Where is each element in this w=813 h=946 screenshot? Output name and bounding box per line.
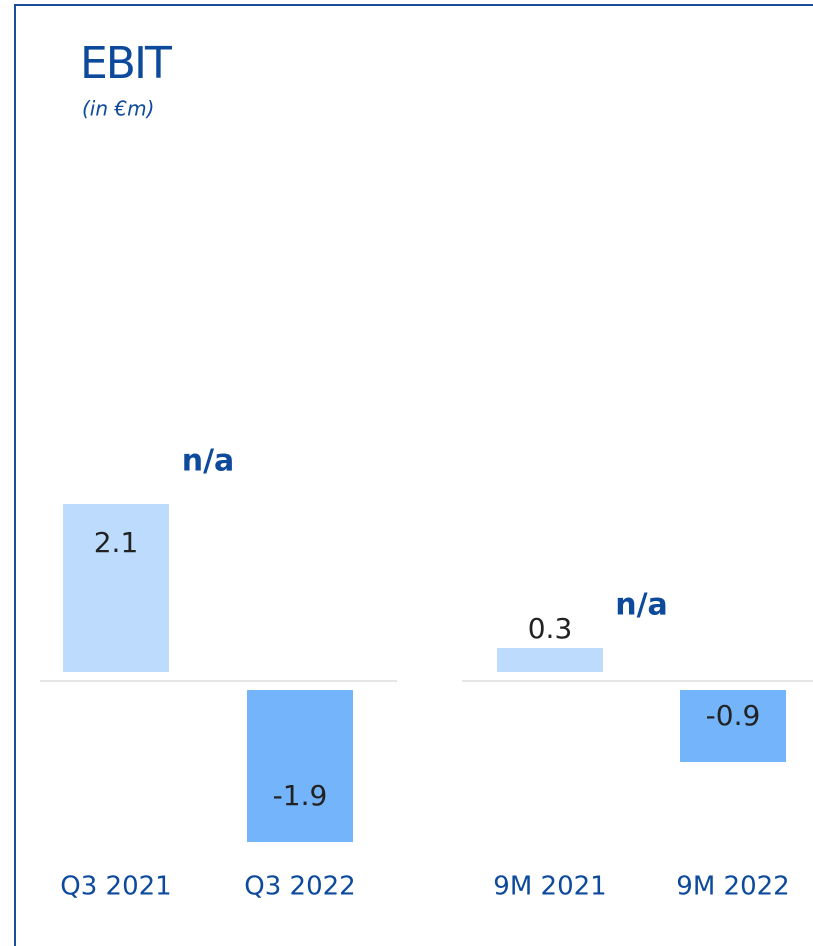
chart-title: EBIT: [80, 38, 172, 89]
chart-subtitle: (in €m): [82, 97, 154, 121]
value-label: 0.3: [528, 612, 573, 645]
bar: [497, 648, 603, 672]
value-label: -1.9: [273, 779, 328, 812]
x-tick-label: Q3 2022: [244, 872, 355, 902]
bar: [63, 504, 169, 672]
annotation: n/a: [182, 444, 235, 479]
x-tick-label: 9M 2022: [676, 872, 789, 902]
frame: [14, 4, 813, 946]
bar: [680, 690, 786, 762]
value-label: 2.1: [94, 526, 139, 559]
annotation: n/a: [615, 588, 668, 623]
bar: [247, 690, 353, 842]
value-label: -0.9: [706, 699, 761, 732]
x-tick-label: Q3 2021: [60, 872, 171, 902]
x-tick-label: 9M 2021: [493, 872, 606, 902]
